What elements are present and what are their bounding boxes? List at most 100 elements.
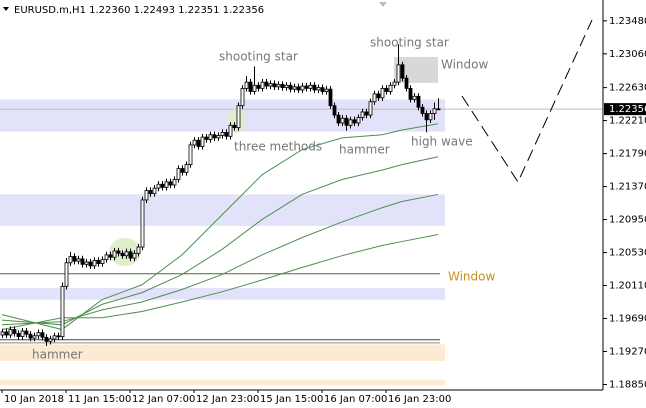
candle-body: [404, 77, 409, 89]
candle-body: [432, 108, 437, 114]
x-tick-label: 10 Jan 2018: [4, 394, 64, 405]
candle-body: [284, 84, 289, 89]
x-tick-label: 12 Jan 23:00: [196, 394, 259, 405]
candle-body: [52, 335, 57, 340]
candle-body: [184, 164, 189, 173]
candle-body: [176, 168, 181, 180]
candle-body: [212, 134, 217, 139]
x-tick-label: 15 Jan 15:00: [260, 394, 323, 405]
candle-body: [428, 113, 433, 121]
candle-body: [316, 87, 321, 91]
y-tick-label: 1.19270: [609, 347, 646, 358]
candle-body: [200, 136, 205, 147]
zone: [0, 99, 445, 132]
candle-body: [328, 88, 333, 107]
x-tick-label: 16 Jan 07:00: [324, 394, 387, 405]
candle-body: [260, 81, 265, 89]
y-tick-label: 1.21370: [609, 182, 646, 193]
candle-body: [92, 260, 97, 267]
candle-body: [64, 262, 69, 287]
y-tick-label: 1.23060: [609, 49, 646, 60]
candle-body: [72, 256, 77, 262]
annotation: hammer: [339, 143, 390, 157]
candle-body: [312, 84, 317, 91]
price-tag: [604, 103, 646, 116]
candle-body: [280, 84, 285, 89]
candle-body: [56, 335, 61, 338]
candle-body: [208, 134, 213, 140]
x-tick-label: 11 Jan 15:00: [68, 394, 131, 405]
candle-body: [252, 84, 257, 92]
candle-body: [112, 250, 117, 258]
candle-body: [172, 179, 177, 186]
candle-body: [128, 251, 133, 259]
candle-body: [44, 336, 49, 342]
candle-body: [376, 93, 381, 99]
candle-body: [408, 87, 413, 100]
candle-body: [76, 258, 81, 262]
candle-body: [232, 124, 237, 129]
annotation: hammer: [32, 348, 83, 362]
candle-body: [24, 330, 29, 335]
y-tick-label: 1.18850: [609, 380, 646, 391]
chart-title: EURUSD.m,H1 1.22360 1.22493 1.22351 1.22…: [14, 5, 264, 16]
candle-body: [48, 338, 53, 342]
candle-body: [420, 106, 425, 114]
candle-body: [368, 101, 373, 116]
candle-body: [396, 64, 401, 83]
candle-body: [436, 108, 441, 111]
candle-body: [300, 85, 305, 91]
candle-body: [28, 333, 33, 339]
candle-body: [164, 181, 169, 188]
zone: [0, 287, 445, 300]
candle-body: [116, 250, 121, 254]
plot-layer: [0, 44, 441, 347]
candle-body: [348, 119, 353, 126]
candle-body: [20, 330, 25, 337]
candle-body: [324, 88, 329, 92]
candle-body: [152, 187, 157, 195]
candle-body: [416, 95, 421, 108]
candle-body: [288, 84, 293, 90]
candle-body: [84, 261, 89, 265]
candle-body: [192, 139, 197, 146]
annotation: three methods: [234, 140, 322, 154]
candle-body: [304, 85, 309, 89]
y-tick-label: 1.21790: [609, 149, 646, 160]
candle-body: [228, 124, 233, 137]
candle-body: [144, 190, 149, 201]
candle-body: [36, 332, 41, 337]
candle-body: [132, 252, 137, 259]
candle-body: [340, 117, 345, 124]
candle-body: [320, 87, 325, 92]
candle-body: [188, 144, 193, 165]
candle-body: [360, 111, 365, 118]
y-tick-label: 1.20530: [609, 248, 646, 259]
moving-average: [1, 123, 439, 331]
candle-body: [100, 259, 105, 264]
candle-body: [308, 84, 313, 89]
annotation: shooting star: [219, 50, 298, 64]
candle-body: [60, 285, 65, 337]
candle-body: [392, 81, 397, 86]
zone: [0, 344, 445, 361]
candle-body: [80, 258, 85, 265]
candle-body: [272, 83, 277, 88]
candle-body: [332, 105, 337, 116]
zone: [0, 194, 445, 226]
candle-body: [400, 64, 405, 79]
candle-body: [160, 183, 165, 188]
candle-body: [0, 331, 5, 336]
moving-average: [1, 193, 439, 326]
y-tick-label: 1.20950: [609, 215, 646, 226]
candle-body: [424, 113, 429, 121]
annotation: shooting star: [370, 36, 449, 50]
candle-body: [248, 81, 253, 92]
candle-body: [220, 131, 225, 136]
candle-body: [40, 332, 45, 338]
y-tick-label: 1.20110: [609, 281, 646, 292]
candle-body: [216, 135, 221, 139]
candle-body: [180, 168, 185, 173]
candle-body: [412, 95, 417, 100]
